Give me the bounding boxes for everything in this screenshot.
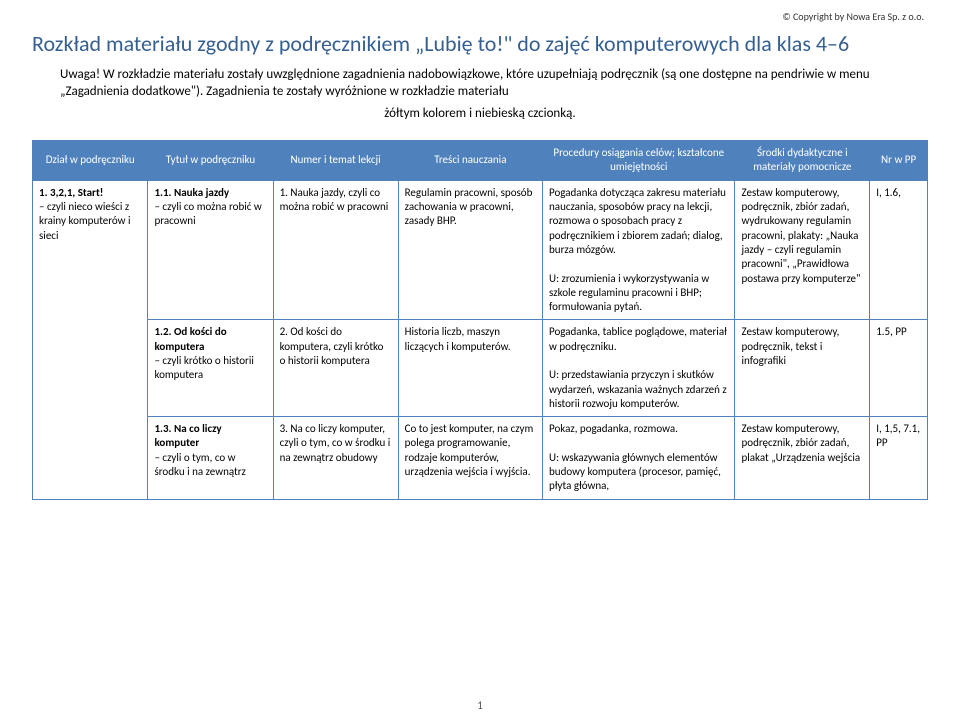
cell-proc: Pogadanka, tablice poglądowe, materiał w… — [543, 320, 735, 417]
col-tresci: Treści nauczania — [398, 141, 542, 181]
tytul-rest: – czyli co można robić w pracowni — [154, 200, 261, 227]
tytul-bold: 1.3. Na co liczy komputer — [154, 422, 221, 449]
table-body: 1. 3,2,1, Start! – czyli nieco wieści z … — [33, 180, 928, 499]
col-nr: Nr w PP — [870, 141, 928, 181]
col-dzial: Dział w podręczniku — [33, 141, 148, 181]
cell-numer: 1. Nauka jazdy, czyli co można robić w p… — [273, 180, 398, 320]
table-header-row: Dział w podręczniku Tytuł w podręczniku … — [33, 141, 928, 181]
cell-nr: I, 1,5, 7.1, PP — [870, 417, 928, 499]
cell-srodki: Zestaw komputerowy, podręcznik, tekst i … — [735, 320, 870, 417]
intro-paragraph-1: Uwaga! W rozkładzie materiału zostały uw… — [60, 66, 928, 101]
col-srodki: Środki dydaktyczne i materiały pomocnicz… — [735, 141, 870, 181]
curriculum-table: Dział w podręczniku Tytuł w podręczniku … — [32, 140, 928, 500]
cell-srodki: Zestaw komputerowy, podręcznik, zbiór za… — [735, 417, 870, 499]
tytul-bold: 1.2. Od kości do komputera — [154, 325, 226, 352]
col-proc: Procedury osiągania celów; kształcone um… — [543, 141, 735, 181]
page-title: Rozkład materiału zgodny z podręcznikiem… — [32, 30, 928, 58]
cell-proc: Pogadanka dotycząca zakresu materiału na… — [543, 180, 735, 320]
dzial-sub: – czyli nieco wieści z krainy komputerów… — [39, 200, 131, 242]
intro-paragraph-2: żółtym kolorem i niebieską czcionką. — [122, 105, 839, 123]
tytul-bold: 1.1. Nauka jazdy — [154, 186, 229, 199]
cell-srodki: Zestaw komputerowy, podręcznik, zbiór za… — [735, 180, 870, 320]
table-head: Dział w podręczniku Tytuł w podręczniku … — [33, 141, 928, 181]
cell-proc: Pokaz, pogadanka, rozmowa. U: wskazywani… — [543, 417, 735, 499]
page-number: 1 — [0, 699, 960, 712]
cell-numer: 2. Od kości do komputera, czyli krótko o… — [273, 320, 398, 417]
cell-numer: 3. Na co liczy komputer, czyli o tym, co… — [273, 417, 398, 499]
page: © Copyright by Nowa Era Sp. z o.o. Rozkł… — [0, 0, 960, 716]
cell-tresci: Co to jest komputer, na czym polega prog… — [398, 417, 542, 499]
cell-tytul: 1.3. Na co liczy komputer – czyli o tym,… — [148, 417, 273, 499]
cell-dzial: 1. 3,2,1, Start! – czyli nieco wieści z … — [33, 180, 148, 499]
cell-tresci: Historia liczb, maszyn liczących i kompu… — [398, 320, 542, 417]
copyright: © Copyright by Nowa Era Sp. z o.o. — [782, 10, 924, 23]
dzial-title: 1. 3,2,1, Start! — [39, 186, 103, 199]
cell-nr: I, 1.6, — [870, 180, 928, 320]
col-tytul: Tytuł w podręczniku — [148, 141, 273, 181]
tytul-rest: – czyli o tym, co w środku i na zewnątrz — [154, 451, 245, 478]
tytul-rest: – czyli krótko o historii komputera — [154, 354, 253, 381]
cell-tytul: 1.2. Od kości do komputera – czyli krótk… — [148, 320, 273, 417]
col-numer: Numer i temat lekcji — [273, 141, 398, 181]
cell-tresci: Regulamin pracowni, sposób zachowania w … — [398, 180, 542, 320]
cell-nr: 1.5, PP — [870, 320, 928, 417]
cell-tytul: 1.1. Nauka jazdy – czyli co można robić … — [148, 180, 273, 320]
table-row: 1.2. Od kości do komputera – czyli krótk… — [33, 320, 928, 417]
table-row: 1.3. Na co liczy komputer – czyli o tym,… — [33, 417, 928, 499]
table-row: 1. 3,2,1, Start! – czyli nieco wieści z … — [33, 180, 928, 320]
